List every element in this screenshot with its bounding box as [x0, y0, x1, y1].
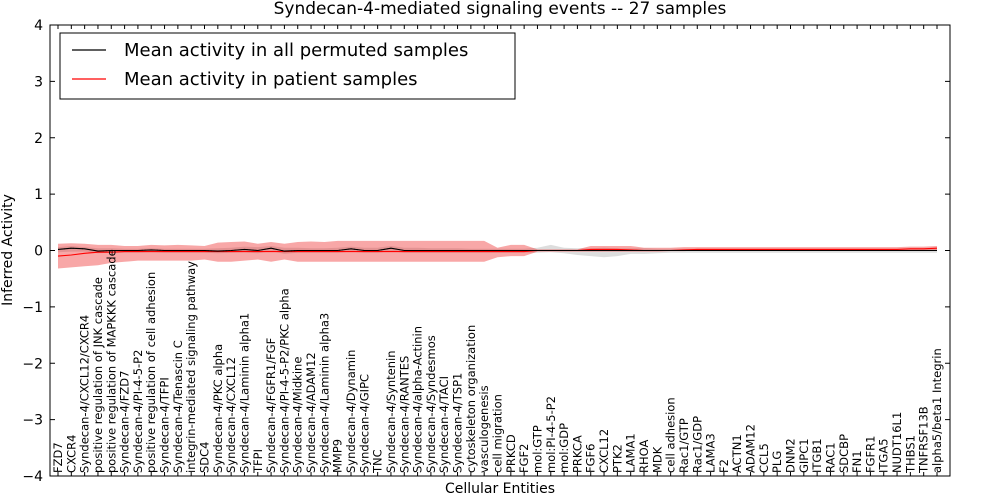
x-tick-label: Syndecan-4/Laminin alpha3 [317, 313, 331, 473]
x-tick-label: Syndecan-4/PI-4-5-P2/PKC alpha [277, 288, 291, 473]
x-tick-label: Syndecan-4/PKC alpha [211, 344, 225, 473]
x-tick-label: ACTN1 [730, 434, 744, 473]
chart-title: Syndecan-4-mediated signaling events -- … [274, 0, 727, 19]
x-tick-label: mol:GTP [531, 425, 545, 473]
x-tick-label: Syndecan-4/alpha-Actinin [411, 326, 425, 473]
y-tick-label: −3 [22, 413, 43, 429]
x-tick-label: cell adhesion [664, 397, 678, 473]
x-tick-label: F2 [717, 459, 731, 473]
x-tick-label: SDCBP [837, 434, 851, 473]
x-tick-label: TNFRSF13B [917, 406, 931, 474]
x-tick-label: Syndecan-4/RANTES [397, 356, 411, 473]
x-tick-label: Syndecan-4/Midkine [291, 357, 305, 473]
x-tick-label: RHOA [637, 440, 651, 473]
x-tick-label: FGFR1 [863, 436, 877, 473]
x-axis-label: Cellular Entities [445, 481, 555, 497]
x-tick-label: mol:GDP [557, 423, 571, 473]
x-tick-label: cytoskeleton organization [464, 325, 478, 473]
x-tick-label: Rac1/GDP [690, 416, 704, 473]
x-tick-label: Rac1/GTP [677, 418, 691, 473]
y-axis: −4 −3 −2 −1 0 1 2 3 4 [22, 18, 950, 485]
legend-box [59, 32, 516, 100]
x-tick-label: MDK [650, 446, 664, 473]
y-tick-label: −2 [22, 356, 43, 372]
x-tick-label: ITGB1 [810, 438, 824, 473]
x-tick-label: Syndecan-4/GIPC [357, 374, 371, 473]
x-tick-label: PLG [770, 451, 784, 473]
x-tick-label: CXCL12 [597, 429, 611, 473]
x-tick-label: PRKCD [504, 434, 518, 473]
x-tick-label: Syndecan-4/Dynamin [344, 350, 358, 473]
x-tick-label: PRKCA [570, 435, 584, 473]
x-tick-label: NUDT16L1 [890, 412, 904, 473]
x-tick-label: Syndecan-4/PI-4-5-P2 [131, 350, 145, 473]
y-tick-label: 1 [34, 187, 43, 203]
x-tick-label: LAMA1 [624, 433, 638, 473]
x-tick-label: Syndecan-4/CXCL12 [224, 357, 238, 473]
y-tick-label: −4 [22, 469, 43, 485]
series-lines [57, 247, 938, 257]
x-tick-label: Syndecan-4/Tenascin C [171, 340, 185, 473]
x-axis: FZD7 CXCR4 Syndecan-4/CXCL12/CXCR4 positive… [51, 25, 944, 476]
x-tick-label: positive regulation of cell adhesion [144, 272, 158, 473]
x-tick-label: TFPI [251, 449, 265, 474]
x-tick-label: Syndecan-4/ADAM12 [304, 352, 318, 473]
x-tick-label: positive regulation of JNK cascade [91, 277, 105, 473]
x-tick-label: Syndecan-4/FZD7 [118, 371, 132, 473]
x-tick-label: Syndecan-4/Laminin alpha1 [238, 313, 252, 473]
x-tick-label: ADAM12 [744, 424, 758, 473]
y-tick-label: 2 [34, 131, 43, 147]
y-tick-label: 0 [34, 244, 43, 260]
legend-label-permuted: Mean activity in all permuted samples [124, 40, 468, 61]
x-tick-label: vasculogenesis [477, 385, 491, 473]
x-tick-label: CXCR4 [64, 435, 78, 473]
x-tick-label: DNM2 [784, 438, 798, 473]
series-dotted-permuted [57, 247, 937, 252]
x-tick-label: Syndecan-4/Syndesmos [424, 335, 438, 473]
x-tick-label: RAC1 [824, 442, 838, 473]
x-tick-label: FGF2 [517, 444, 531, 473]
x-tick-label: integrin-mediated signaling pathway [184, 261, 198, 473]
x-tick-label: alpha5/beta1 Integrin [930, 348, 944, 473]
x-tick-label: cell migration [491, 394, 505, 473]
x-tick-label: FGF6 [584, 444, 598, 473]
x-tick-label: Syndecan-4/TFPI [158, 377, 172, 473]
y-tick-label: 4 [34, 18, 43, 34]
x-tick-label: GIPC1 [797, 438, 811, 473]
series-line-patient [57, 247, 938, 257]
x-tick-label: CCL5 [757, 443, 771, 473]
x-tick-label: Syndecan-4/FGFR1/FGF [264, 338, 278, 473]
y-tick-label: −1 [22, 300, 43, 316]
x-tick-label: Syndecan-4/Syntenin [384, 350, 398, 473]
x-tick-label: PTK2 [610, 444, 624, 473]
legend: Mean activity in all permuted samples Me… [59, 32, 516, 100]
legend-label-patient: Mean activity in patient samples [124, 69, 418, 90]
x-tick-label: MMP9 [331, 439, 345, 473]
x-tick-label: Syndecan-4/TACI [437, 376, 451, 473]
x-tick-label: ITGA5 [877, 438, 891, 473]
band-patient [58, 240, 937, 269]
x-tick-label: TNC [371, 449, 385, 474]
x-tick-label: positive regulation of MAPKKK cascade [104, 249, 118, 473]
x-tick-label: LAMA3 [704, 433, 718, 473]
y-tick-label: 3 [34, 74, 43, 90]
x-tick-label: Syndecan-4/CXCL12/CXCR4 [78, 315, 92, 473]
x-tick-label: THBS1 [903, 435, 917, 474]
x-tick-label: mol:PI-4-5-P2 [544, 396, 558, 473]
x-tick-label: FN1 [850, 450, 864, 473]
y-axis-label: Inferred Activity [0, 194, 16, 306]
x-tick-label: Syndecan-4/TSP1 [451, 373, 465, 473]
x-tick-label: FZD7 [51, 442, 65, 473]
x-tick-label: SDC4 [198, 441, 212, 473]
